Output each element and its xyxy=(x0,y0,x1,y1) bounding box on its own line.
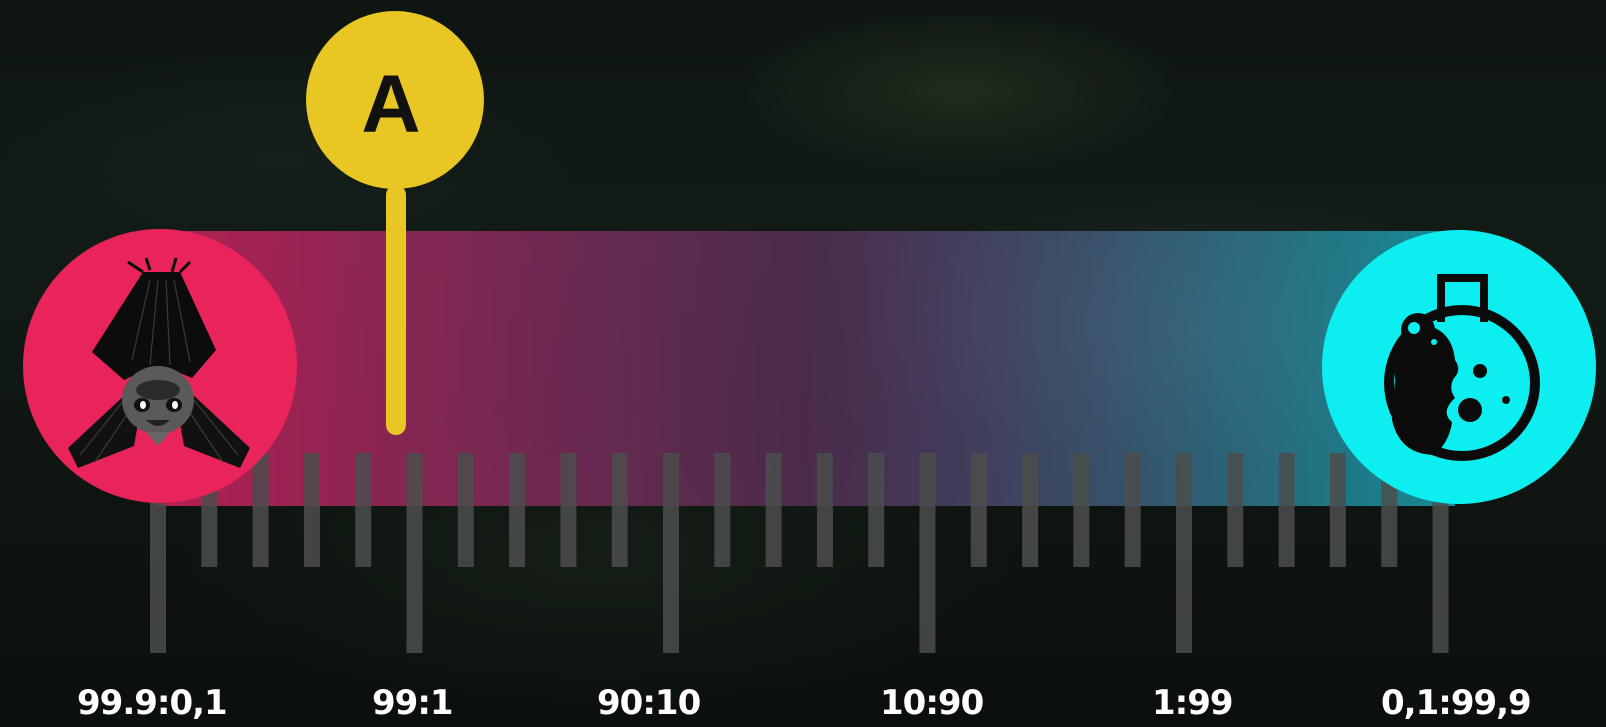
minor-tick xyxy=(303,453,320,567)
minor-tick xyxy=(1124,453,1141,567)
minor-tick xyxy=(355,453,372,567)
scale-label-5: 1:99 xyxy=(1152,683,1234,723)
lab-mouse-flask-icon xyxy=(1322,230,1596,504)
minor-tick xyxy=(816,453,833,567)
marker-label: A xyxy=(361,59,420,150)
minor-tick xyxy=(509,453,526,567)
major-tick xyxy=(406,453,423,653)
minor-tick xyxy=(611,453,628,567)
major-tick xyxy=(1176,453,1192,653)
minor-tick xyxy=(1329,453,1346,567)
minor-tick xyxy=(1278,453,1295,567)
minor-tick xyxy=(1073,453,1090,567)
major-tick xyxy=(919,453,936,653)
minor-tick xyxy=(457,453,474,567)
gradient-bar xyxy=(155,231,1455,506)
minor-tick xyxy=(970,453,987,567)
scale-label-2: 99:1 xyxy=(372,683,454,723)
minor-tick xyxy=(868,453,885,567)
minor-tick xyxy=(560,453,577,567)
scale-label-3: 90:10 xyxy=(597,683,701,723)
major-tick xyxy=(150,453,166,653)
scale-label-4: 10:90 xyxy=(880,683,984,723)
minor-tick xyxy=(1227,453,1244,567)
minor-tick xyxy=(252,453,269,567)
bat-icon xyxy=(23,229,297,503)
scale-label-1: 99.9:0,1 xyxy=(77,683,228,723)
minor-tick xyxy=(1022,453,1039,567)
minor-tick xyxy=(765,453,782,567)
scale-label-6: 0,1:99,9 xyxy=(1381,683,1532,723)
minor-tick xyxy=(714,453,731,567)
major-tick xyxy=(663,453,679,653)
marker-pin[interactable]: A xyxy=(306,11,484,435)
